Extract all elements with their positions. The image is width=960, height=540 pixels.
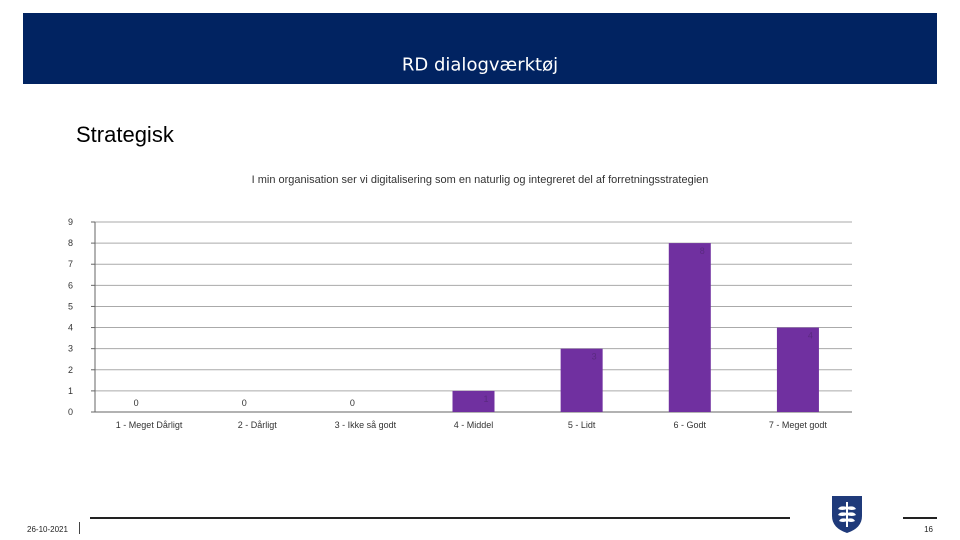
footer-separator: [79, 522, 80, 534]
page-number: 16: [924, 525, 933, 534]
x-tick-label: 2 - Dårligt: [238, 420, 278, 430]
x-tick-label: 5 - Lidt: [568, 420, 596, 430]
section-title: Strategisk: [76, 122, 174, 147]
x-tick-label: 7 - Meget godt: [769, 420, 828, 430]
slide-title: RD dialogværktøj: [401, 54, 559, 76]
region-shield-logo-icon: [832, 496, 862, 533]
x-tick-label: 1 - Meget Dårligt: [116, 420, 183, 430]
y-tick-label: 1: [68, 386, 73, 396]
y-tick-label: 0: [68, 407, 73, 417]
x-tick-label: 3 - Ikke så godt: [335, 420, 397, 430]
y-tick-label: 2: [68, 365, 73, 375]
bar: [668, 243, 711, 412]
data-label: 3: [592, 352, 597, 362]
x-tick-label: 4 - Middel: [454, 420, 494, 430]
title-banner: RD dialogværktøj: [23, 13, 937, 84]
data-label: 0: [350, 398, 355, 408]
bar: [776, 327, 819, 412]
y-tick-label: 4: [68, 323, 73, 333]
data-label: 0: [242, 398, 247, 408]
y-tick-label: 5: [68, 301, 73, 311]
bar: [560, 348, 603, 412]
x-tick-label: 6 - Godt: [674, 420, 707, 430]
y-tick-label: 6: [68, 280, 73, 290]
data-label: 8: [700, 246, 705, 256]
y-tick-label: 3: [68, 344, 73, 354]
footer-date: 26-10-2021: [27, 525, 68, 534]
footer-divider: [90, 517, 790, 519]
data-label: 1: [483, 394, 488, 404]
y-tick-label: 8: [68, 238, 73, 248]
y-tick-label: 7: [68, 259, 73, 269]
y-tick-label: 9: [68, 217, 73, 227]
data-label: 0: [134, 398, 139, 408]
chart-title: I min organisation ser vi digitalisering…: [251, 174, 709, 186]
data-label: 4: [808, 331, 813, 341]
footer-divider-right: [903, 517, 937, 519]
bar: [452, 390, 495, 412]
